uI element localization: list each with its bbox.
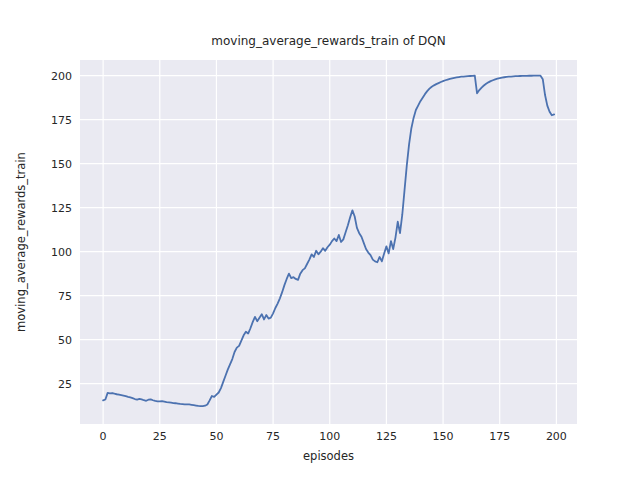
y-tick-label: 25 [58, 377, 72, 390]
x-tick-label: 125 [376, 430, 397, 443]
dqn-reward-line [103, 76, 554, 406]
x-tick-label: 0 [100, 430, 107, 443]
y-tick-label: 150 [51, 157, 72, 170]
chart-title: moving_average_rewards_train of DQN [80, 34, 577, 48]
x-tick-label: 150 [433, 430, 454, 443]
gridlines [80, 60, 577, 424]
line-chart-svg [80, 60, 577, 424]
x-tick-label: 200 [546, 430, 567, 443]
x-tick-label: 25 [153, 430, 167, 443]
y-tick-label: 125 [51, 201, 72, 214]
y-tick-label: 50 [58, 333, 72, 346]
y-tick-label: 75 [58, 289, 72, 302]
y-tick-label: 175 [51, 113, 72, 126]
plot-area [80, 60, 577, 424]
x-axis-label: episodes [80, 449, 577, 463]
y-tick-label: 100 [51, 245, 72, 258]
x-tick-label: 75 [266, 430, 280, 443]
x-tick-label: 175 [489, 430, 510, 443]
y-axis-label: moving_average_rewards_train [14, 152, 28, 332]
y-tick-label: 200 [51, 69, 72, 82]
x-tick-label: 50 [209, 430, 223, 443]
figure: moving_average_rewards_train of DQN 0 25 5… [0, 0, 640, 480]
x-tick-label: 100 [319, 430, 340, 443]
